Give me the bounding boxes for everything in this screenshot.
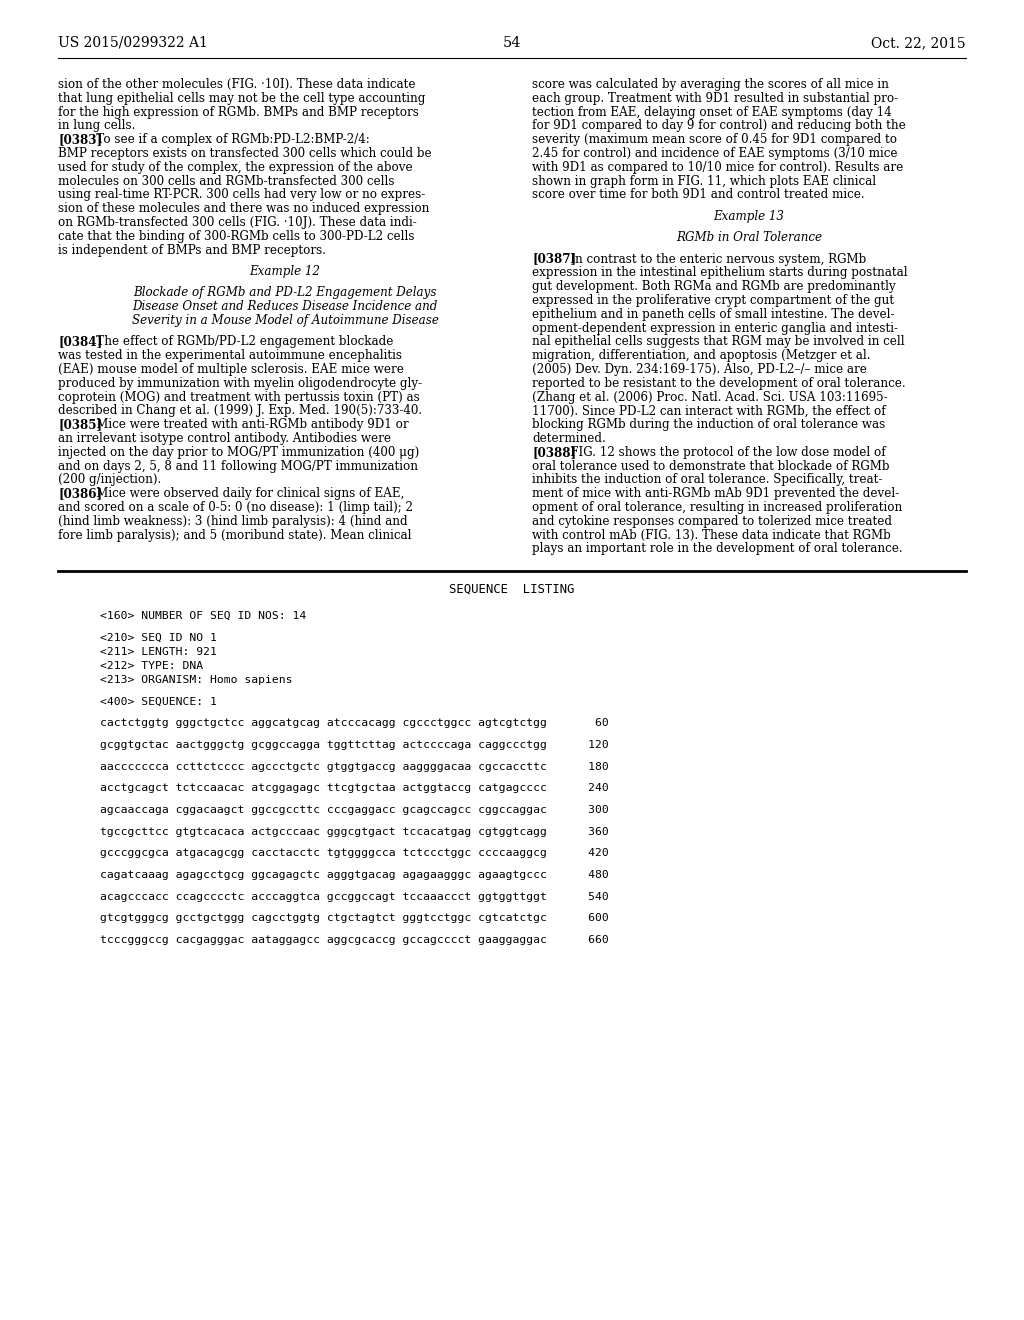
Text: gcggtgctac aactgggctg gcggccagga tggttcttag actccccaga caggccctgg      120: gcggtgctac aactgggctg gcggccagga tggttct… (100, 739, 608, 750)
Text: reported to be resistant to the development of oral tolerance.: reported to be resistant to the developm… (532, 376, 905, 389)
Text: tection from EAE, delaying onset of EAE symptoms (day 14: tection from EAE, delaying onset of EAE … (532, 106, 892, 119)
Text: [0383]: [0383] (58, 133, 102, 147)
Text: <400> SEQUENCE: 1: <400> SEQUENCE: 1 (100, 697, 217, 706)
Text: (2005) Dev. Dyn. 234:169-175). Also, PD-L2–/– mice are: (2005) Dev. Dyn. 234:169-175). Also, PD-… (532, 363, 867, 376)
Text: cactctggtg gggctgctcc aggcatgcag atcccacagg cgccctggcc agtcgtctgg       60: cactctggtg gggctgctcc aggcatgcag atcccac… (100, 718, 608, 729)
Text: [0385]: [0385] (58, 418, 102, 432)
Text: FIG. 12 shows the protocol of the low dose model of: FIG. 12 shows the protocol of the low do… (559, 446, 886, 459)
Text: oral tolerance used to demonstrate that blockade of RGMb: oral tolerance used to demonstrate that … (532, 459, 890, 473)
Text: gut development. Both RGMa and RGMb are predominantly: gut development. Both RGMa and RGMb are … (532, 280, 896, 293)
Text: Disease Onset and Reduces Disease Incidence and: Disease Onset and Reduces Disease Incide… (132, 300, 437, 313)
Text: US 2015/0299322 A1: US 2015/0299322 A1 (58, 36, 208, 50)
Text: <212> TYPE: DNA: <212> TYPE: DNA (100, 661, 203, 671)
Text: blocking RGMb during the induction of oral tolerance was: blocking RGMb during the induction of or… (532, 418, 886, 432)
Text: an irrelevant isotype control antibody. Antibodies were: an irrelevant isotype control antibody. … (58, 432, 391, 445)
Text: for the high expression of RGMb. BMPs and BMP receptors: for the high expression of RGMb. BMPs an… (58, 106, 419, 119)
Text: SEQUENCE  LISTING: SEQUENCE LISTING (450, 583, 574, 597)
Text: nal epithelial cells suggests that RGM may be involved in cell: nal epithelial cells suggests that RGM m… (532, 335, 904, 348)
Text: epithelium and in paneth cells of small intestine. The devel-: epithelium and in paneth cells of small … (532, 308, 895, 321)
Text: gcccggcgca atgacagcgg cacctacctc tgtggggcca tctccctggc ccccaaggcg      420: gcccggcgca atgacagcgg cacctacctc tgtgggg… (100, 849, 608, 858)
Text: migration, differentiation, and apoptosis (Metzger et al.: migration, differentiation, and apoptosi… (532, 350, 870, 362)
Text: expressed in the proliferative crypt compartment of the gut: expressed in the proliferative crypt com… (532, 294, 894, 308)
Text: To see if a complex of RGMb:PD-L2:BMP-2/4:: To see if a complex of RGMb:PD-L2:BMP-2/… (85, 133, 370, 147)
Text: score was calculated by averaging the scores of all mice in: score was calculated by averaging the sc… (532, 78, 889, 91)
Text: cagatcaaag agagcctgcg ggcagagctc agggtgacag agagaagggc agaagtgccc      480: cagatcaaag agagcctgcg ggcagagctc agggtga… (100, 870, 608, 880)
Text: opment of oral tolerance, resulting in increased proliferation: opment of oral tolerance, resulting in i… (532, 502, 902, 513)
Text: Oct. 22, 2015: Oct. 22, 2015 (871, 36, 966, 50)
Text: ment of mice with anti-RGMb mAb 9D1 prevented the devel-: ment of mice with anti-RGMb mAb 9D1 prev… (532, 487, 899, 500)
Text: (EAE) mouse model of multiple sclerosis. EAE mice were: (EAE) mouse model of multiple sclerosis.… (58, 363, 403, 376)
Text: on RGMb-transfected 300 cells (FIG. ·10J). These data indi-: on RGMb-transfected 300 cells (FIG. ·10J… (58, 216, 417, 228)
Text: cate that the binding of 300-RGMb cells to 300-PD-L2 cells: cate that the binding of 300-RGMb cells … (58, 230, 415, 243)
Text: (200 g/injection).: (200 g/injection). (58, 474, 161, 486)
Text: 11700). Since PD-L2 can interact with RGMb, the effect of: 11700). Since PD-L2 can interact with RG… (532, 404, 886, 417)
Text: aaccccccca ccttctcccc agccctgctc gtggtgaccg aaggggacaa cgccaccttc      180: aaccccccca ccttctcccc agccctgctc gtggtga… (100, 762, 608, 771)
Text: Blockade of RGMb and PD-L2 Engagement Delays: Blockade of RGMb and PD-L2 Engagement De… (133, 286, 437, 300)
Text: and on days 2, 5, 8 and 11 following MOG/PT immunization: and on days 2, 5, 8 and 11 following MOG… (58, 459, 418, 473)
Text: RGMb in Oral Tolerance: RGMb in Oral Tolerance (676, 231, 822, 244)
Text: tgccgcttcc gtgtcacaca actgcccaac gggcgtgact tccacatgag cgtggtcagg      360: tgccgcttcc gtgtcacaca actgcccaac gggcgtg… (100, 826, 608, 837)
Text: opment-dependent expression in enteric ganglia and intesti-: opment-dependent expression in enteric g… (532, 322, 898, 334)
Text: acctgcagct tctccaacac atcggagagc ttcgtgctaa actggtaccg catgagcccc      240: acctgcagct tctccaacac atcggagagc ttcgtgc… (100, 783, 608, 793)
Text: and scored on a scale of 0-5: 0 (no disease): 1 (limp tail); 2: and scored on a scale of 0-5: 0 (no dise… (58, 502, 413, 513)
Text: injected on the day prior to MOG/PT immunization (400 μg): injected on the day prior to MOG/PT immu… (58, 446, 419, 459)
Text: [0388]: [0388] (532, 446, 577, 459)
Text: <160> NUMBER OF SEQ ID NOS: 14: <160> NUMBER OF SEQ ID NOS: 14 (100, 611, 306, 620)
Text: (Zhang et al. (2006) Proc. Natl. Acad. Sci. USA 103:11695-: (Zhang et al. (2006) Proc. Natl. Acad. S… (532, 391, 888, 404)
Text: Mice were observed daily for clinical signs of EAE,: Mice were observed daily for clinical si… (85, 487, 404, 500)
Text: BMP receptors exists on transfected 300 cells which could be: BMP receptors exists on transfected 300 … (58, 147, 432, 160)
Text: 2.45 for control) and incidence of EAE symptoms (3/10 mice: 2.45 for control) and incidence of EAE s… (532, 147, 897, 160)
Text: <213> ORGANISM: Homo sapiens: <213> ORGANISM: Homo sapiens (100, 675, 293, 685)
Text: molecules on 300 cells and RGMb-transfected 300 cells: molecules on 300 cells and RGMb-transfec… (58, 174, 394, 187)
Text: that lung epithelial cells may not be the cell type accounting: that lung epithelial cells may not be th… (58, 92, 425, 104)
Text: [0387]: [0387] (532, 252, 577, 265)
Text: shown in graph form in FIG. 11, which plots EAE clinical: shown in graph form in FIG. 11, which pl… (532, 174, 877, 187)
Text: inhibits the induction of oral tolerance. Specifically, treat-: inhibits the induction of oral tolerance… (532, 474, 883, 486)
Text: score over time for both 9D1 and control treated mice.: score over time for both 9D1 and control… (532, 189, 864, 202)
Text: described in Chang et al. (1999) J. Exp. Med. 190(5):733-40.: described in Chang et al. (1999) J. Exp.… (58, 404, 422, 417)
Text: Mice were treated with anti-RGMb antibody 9D1 or: Mice were treated with anti-RGMb antibod… (85, 418, 409, 432)
Text: Example 12: Example 12 (250, 265, 321, 279)
Text: with 9D1 as compared to 10/10 mice for control). Results are: with 9D1 as compared to 10/10 mice for c… (532, 161, 903, 174)
Text: 54: 54 (503, 36, 521, 50)
Text: was tested in the experimental autoimmune encephalitis: was tested in the experimental autoimmun… (58, 350, 402, 362)
Text: acagcccacc ccagcccctc acccaggtca gccggccagt tccaaaccct ggtggttggt      540: acagcccacc ccagcccctc acccaggtca gccggcc… (100, 892, 608, 902)
Text: using real-time RT-PCR. 300 cells had very low or no expres-: using real-time RT-PCR. 300 cells had ve… (58, 189, 425, 202)
Text: <210> SEQ ID NO 1: <210> SEQ ID NO 1 (100, 632, 217, 643)
Text: for 9D1 compared to day 9 for control) and reducing both the: for 9D1 compared to day 9 for control) a… (532, 119, 906, 132)
Text: tcccgggccg cacgagggac aataggagcc aggcgcaccg gccagcccct gaaggaggac      660: tcccgggccg cacgagggac aataggagcc aggcgca… (100, 935, 608, 945)
Text: expression in the intestinal epithelium starts during postnatal: expression in the intestinal epithelium … (532, 267, 907, 280)
Text: In contrast to the enteric nervous system, RGMb: In contrast to the enteric nervous syste… (559, 252, 866, 265)
Text: [0386]: [0386] (58, 487, 102, 500)
Text: coprotein (MOG) and treatment with pertussis toxin (PT) as: coprotein (MOG) and treatment with pertu… (58, 391, 420, 404)
Text: The effect of RGMb/PD-L2 engagement blockade: The effect of RGMb/PD-L2 engagement bloc… (85, 335, 393, 348)
Text: determined.: determined. (532, 432, 606, 445)
Text: <211> LENGTH: 921: <211> LENGTH: 921 (100, 647, 217, 657)
Text: produced by immunization with myelin oligodendrocyte gly-: produced by immunization with myelin oli… (58, 376, 422, 389)
Text: used for study of the complex, the expression of the above: used for study of the complex, the expre… (58, 161, 413, 174)
Text: fore limb paralysis); and 5 (moribund state). Mean clinical: fore limb paralysis); and 5 (moribund st… (58, 528, 412, 541)
Text: severity (maximum mean score of 0.45 for 9D1 compared to: severity (maximum mean score of 0.45 for… (532, 133, 897, 147)
Text: agcaaccaga cggacaagct ggccgccttc cccgaggacc gcagccagcc cggccaggac      300: agcaaccaga cggacaagct ggccgccttc cccgagg… (100, 805, 608, 814)
Text: and cytokine responses compared to tolerized mice treated: and cytokine responses compared to toler… (532, 515, 892, 528)
Text: Severity in a Mouse Model of Autoimmune Disease: Severity in a Mouse Model of Autoimmune … (131, 314, 438, 327)
Text: sion of these molecules and there was no induced expression: sion of these molecules and there was no… (58, 202, 429, 215)
Text: (hind limb weakness): 3 (hind limb paralysis): 4 (hind and: (hind limb weakness): 3 (hind limb paral… (58, 515, 408, 528)
Text: in lung cells.: in lung cells. (58, 119, 135, 132)
Text: each group. Treatment with 9D1 resulted in substantial pro-: each group. Treatment with 9D1 resulted … (532, 92, 898, 104)
Text: with control mAb (FIG. 13). These data indicate that RGMb: with control mAb (FIG. 13). These data i… (532, 528, 891, 541)
Text: sion of the other molecules (FIG. ·10I). These data indicate: sion of the other molecules (FIG. ·10I).… (58, 78, 416, 91)
Text: plays an important role in the development of oral tolerance.: plays an important role in the developme… (532, 543, 902, 556)
Text: is independent of BMPs and BMP receptors.: is independent of BMPs and BMP receptors… (58, 244, 326, 256)
Text: [0384]: [0384] (58, 335, 102, 348)
Text: Example 13: Example 13 (714, 210, 784, 223)
Text: gtcgtgggcg gcctgctggg cagcctggtg ctgctagtct gggtcctggc cgtcatctgc      600: gtcgtgggcg gcctgctggg cagcctggtg ctgctag… (100, 913, 608, 924)
